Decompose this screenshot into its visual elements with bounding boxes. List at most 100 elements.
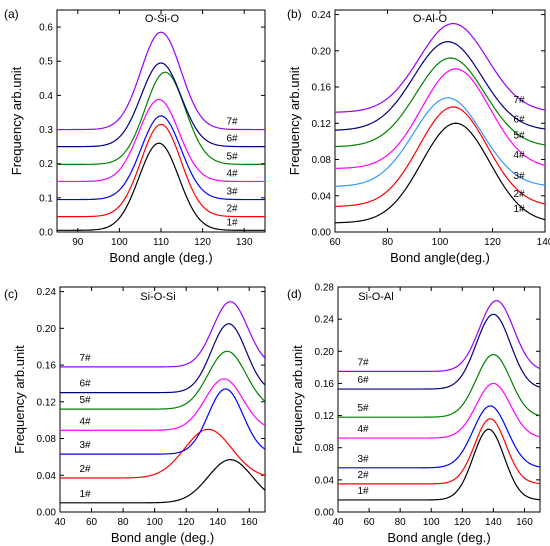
series-line-7: [335, 22, 545, 113]
series-line-2: [338, 418, 540, 485]
series-line-3: [60, 388, 265, 455]
x-tick-label: 100: [432, 237, 449, 248]
x-tick-label: 140: [537, 237, 550, 248]
series-line-3: [57, 115, 265, 201]
y-tick-label: 0.24: [37, 287, 57, 298]
panel-title: O-Al-O: [413, 13, 448, 25]
y-tick-label: 0.00: [37, 508, 57, 519]
series-line-5: [60, 350, 265, 410]
x-axis-label: Bond angle(deg.): [390, 250, 490, 265]
series-line-1: [57, 142, 265, 231]
series-label-6: 6#: [79, 379, 91, 390]
series-label-7: 7#: [79, 353, 91, 364]
x-tick-label: 90: [72, 237, 84, 248]
x-tick-label: 140: [209, 517, 226, 528]
y-tick-label: 0.12: [312, 119, 332, 130]
y-tick-label: 0.6: [39, 23, 53, 34]
series-line-7: [338, 300, 540, 372]
panel-letter: (c): [4, 287, 18, 301]
series-line-5: [57, 71, 265, 165]
series-line-6: [335, 41, 545, 131]
series-label-4: 4#: [357, 424, 369, 435]
series-label-4: 4#: [513, 150, 525, 161]
x-axis-label: Bond angle (deg.): [111, 530, 214, 545]
x-tick-label: 120: [454, 517, 471, 528]
panel-letter: (b): [287, 7, 302, 21]
y-tick-label: 0.08: [312, 155, 332, 166]
y-tick-label: 0.24: [315, 315, 335, 326]
y-tick-label: 0.04: [312, 191, 332, 202]
y-tick-label: 0.20: [37, 324, 57, 335]
y-tick-label: 0.16: [312, 83, 332, 94]
x-tick-label: 160: [241, 517, 258, 528]
y-tick-label: 0.12: [315, 411, 335, 422]
series-line-6: [57, 62, 265, 148]
series-line-3: [335, 97, 545, 187]
x-tick-label: 80: [395, 517, 407, 528]
y-tick-label: 0.24: [312, 10, 332, 21]
series-label-7: 7#: [513, 95, 525, 106]
series-label-1: 1#: [513, 204, 525, 215]
series-label-6: 6#: [357, 375, 369, 386]
y-tick-label: 0.04: [37, 471, 57, 482]
y-tick-label: 0.16: [37, 361, 57, 372]
y-tick-label: 0.1: [39, 193, 53, 204]
series-label-6: 6#: [513, 115, 525, 126]
series-line-4: [335, 68, 545, 169]
y-axis-label: Frequency arb.unit: [287, 66, 302, 175]
panel-2: 60 80 100 120 140 0.00 0.04 0.08 0.12 0.16 0.20 0.2…: [287, 7, 550, 265]
series-label-3: 3#: [357, 454, 369, 465]
x-tick-label: 60: [86, 517, 98, 528]
x-tick-label: 40: [332, 517, 344, 528]
y-tick-label: 0.28: [315, 283, 335, 294]
series-label-2: 2#: [226, 204, 238, 215]
series-line-1: [338, 428, 540, 501]
x-tick-label: 60: [364, 517, 376, 528]
y-tick-label: 0.00: [312, 228, 332, 239]
y-tick-label: 0.08: [37, 434, 57, 445]
panel-letter: (d): [287, 287, 302, 301]
series-label-2: 2#: [357, 470, 369, 481]
panel-title: Si-O-Si: [140, 291, 175, 303]
series-label-2: 2#: [513, 189, 525, 200]
panel-3: 40 60 80 100 120 140 160 0.00 0.04 0.08 0.12 0.16 0.…: [4, 286, 266, 545]
series-line-2: [57, 123, 265, 218]
series-line-1: [335, 122, 545, 224]
plot-frame: [337, 286, 541, 513]
y-tick-label: 0.04: [315, 475, 335, 486]
series-line-7: [60, 301, 265, 368]
series-line-7: [57, 31, 265, 131]
x-tick-label: 80: [382, 237, 394, 248]
y-tick-label: 0.2: [39, 159, 53, 170]
panel-letter: (a): [4, 7, 19, 21]
y-tick-label: 0.00: [315, 508, 335, 519]
y-axis-label: Frequency arb.unit: [12, 345, 27, 454]
x-tick-label: 80: [118, 517, 130, 528]
x-axis-label: Bond angle (deg.): [109, 250, 212, 265]
y-tick-label: 0.12: [37, 397, 57, 408]
y-axis-label: Frequency arb.unit: [9, 66, 24, 175]
y-tick-label: 0.20: [315, 347, 335, 358]
x-tick-label: 100: [111, 237, 128, 248]
series-line-4: [57, 98, 265, 183]
series-label-2: 2#: [79, 464, 91, 475]
series-label-5: 5#: [79, 395, 91, 406]
y-axis-label: Frequency arb.unit: [290, 345, 305, 454]
panel-title: O-Si-O: [145, 13, 180, 25]
y-tick-label: 0.0: [39, 228, 53, 239]
series-label-1: 1#: [79, 489, 91, 500]
series-label-1: 1#: [226, 217, 238, 228]
x-tick-label: 60: [329, 237, 341, 248]
series-line-6: [60, 323, 265, 394]
plot-frame: [59, 286, 266, 513]
y-tick-label: 0.5: [39, 57, 53, 68]
x-tick-label: 160: [516, 517, 533, 528]
series-line-4: [60, 378, 265, 431]
x-tick-label: 110: [153, 237, 169, 248]
y-tick-label: 0.08: [315, 443, 335, 454]
x-tick-label: 120: [484, 237, 501, 248]
series-label-4: 4#: [226, 168, 238, 179]
x-tick-label: 40: [54, 517, 66, 528]
series-label-7: 7#: [357, 357, 369, 368]
